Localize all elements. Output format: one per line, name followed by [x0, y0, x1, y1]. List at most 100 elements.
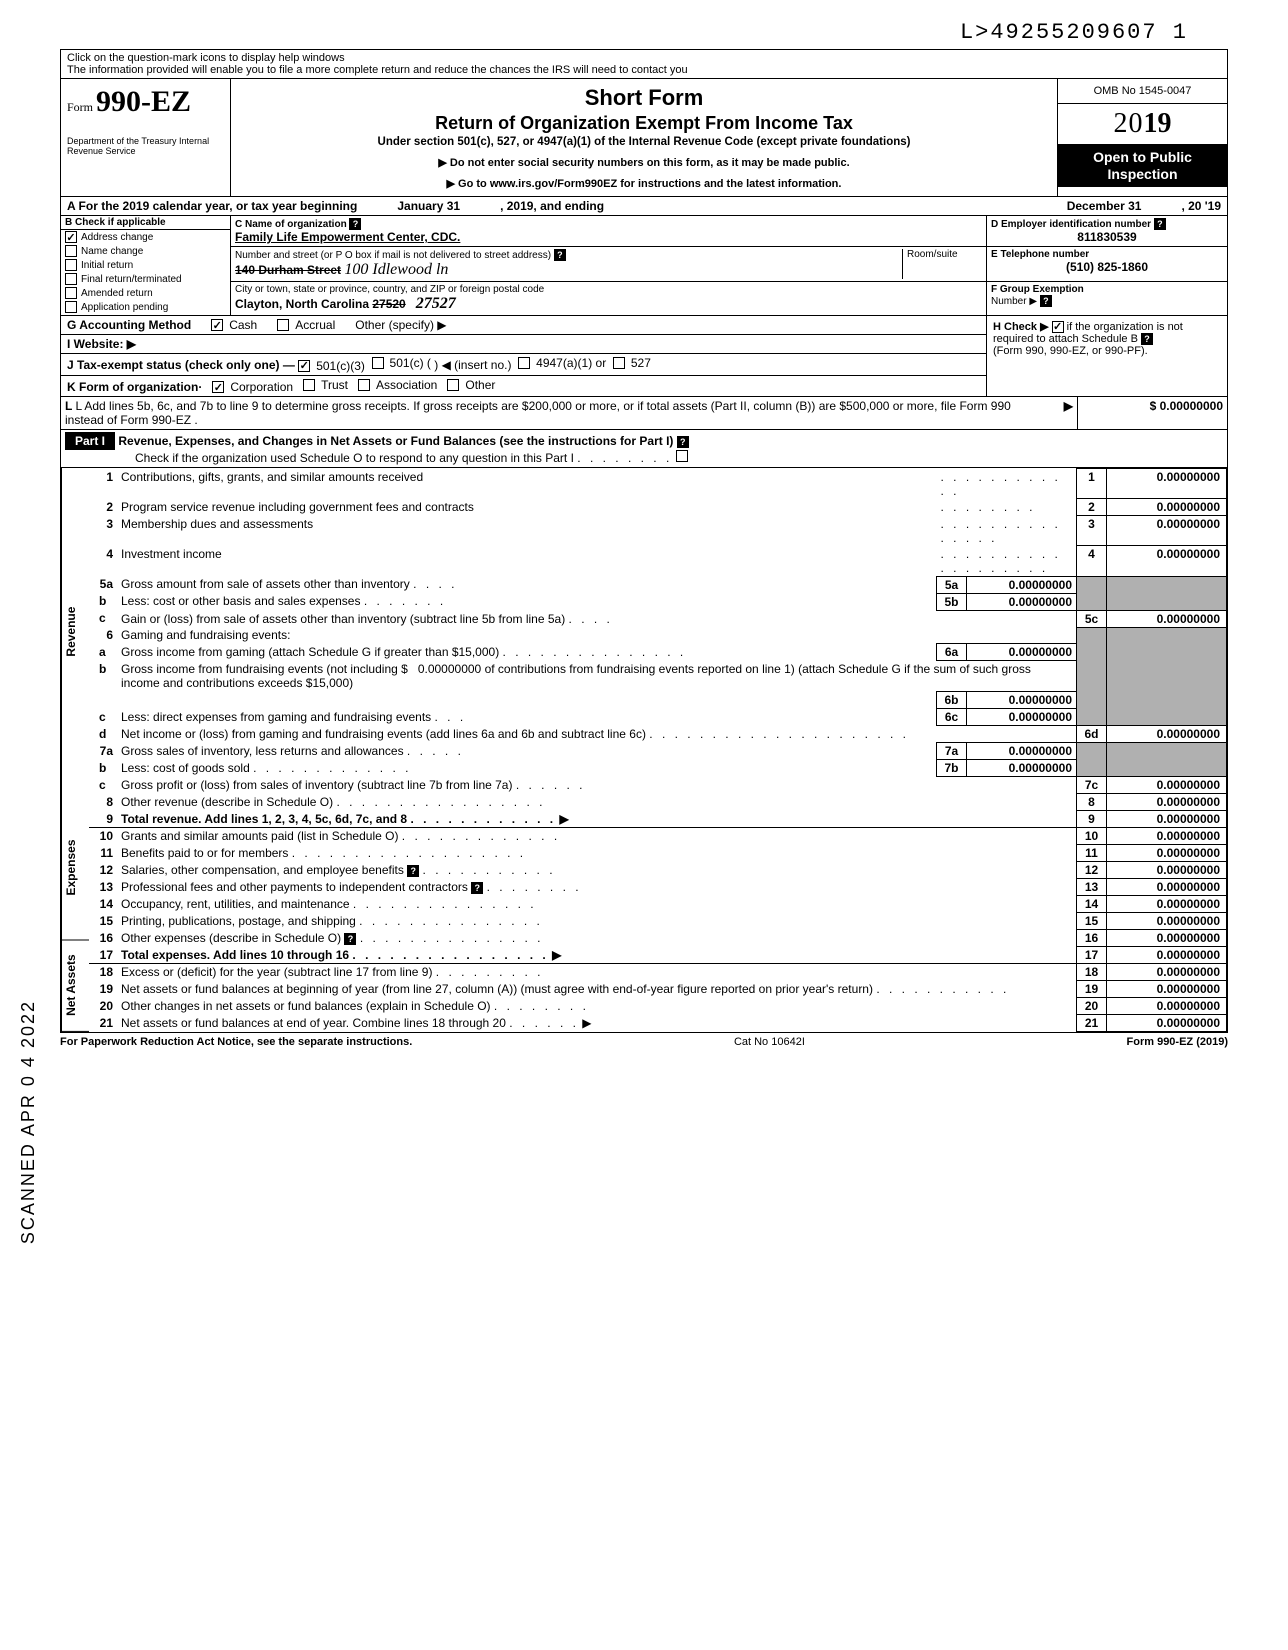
- e-label: E Telephone number: [991, 249, 1223, 260]
- line-20: 20Other changes in net assets or fund ba…: [89, 998, 1227, 1015]
- help-icon[interactable]: [349, 218, 361, 230]
- scanned-stamp: SCANNED APR 0 4 2022: [18, 1000, 39, 1244]
- line-12: 12Salaries, other compensation, and empl…: [89, 862, 1227, 879]
- part1-title: Revenue, Expenses, and Changes in Net As…: [118, 434, 673, 448]
- j-4947[interactable]: 4947(a)(1) or: [518, 356, 606, 370]
- form-container: Click on the question-mark icons to disp…: [60, 49, 1228, 1033]
- g-accrual[interactable]: Accrual: [277, 318, 335, 332]
- line-g: G Accounting Method Cash Accrual Other (…: [61, 316, 986, 335]
- line-9: 9Total revenue. Add lines 1, 2, 3, 4, 5c…: [89, 811, 1227, 828]
- line-5b: bLess: cost or other basis and sales exp…: [89, 593, 1227, 610]
- g-label: G Accounting Method: [67, 318, 191, 332]
- barcode-number: L>49255209607 1: [60, 20, 1188, 45]
- line-10: 10Grants and similar amounts paid (list …: [89, 828, 1227, 845]
- line-5c: cGain or (loss) from sale of assets othe…: [89, 610, 1227, 627]
- h-check[interactable]: [1052, 321, 1064, 333]
- check-pending[interactable]: Application pending: [61, 300, 230, 314]
- title-return: Return of Organization Exempt From Incom…: [239, 113, 1049, 134]
- j-527[interactable]: 527: [613, 356, 651, 370]
- check-name-change[interactable]: Name change: [61, 244, 230, 258]
- help-icon[interactable]: [471, 882, 483, 894]
- title-ssn: ▶ Do not enter social security numbers o…: [239, 156, 1049, 169]
- help-icon[interactable]: [344, 933, 356, 945]
- l-text: L Add lines 5b, 6c, and 7b to line 9 to …: [65, 399, 1011, 427]
- side-expenses: Expenses: [61, 796, 89, 941]
- header-left: Form 990-EZ Department of the Treasury I…: [61, 79, 231, 196]
- check-initial[interactable]: Initial return: [61, 258, 230, 272]
- footer-left: For Paperwork Reduction Act Notice, see …: [60, 1036, 412, 1048]
- form-header: Form 990-EZ Department of the Treasury I…: [61, 79, 1227, 197]
- line-7a: 7aGross sales of inventory, less returns…: [89, 743, 1227, 760]
- lines-block: Revenue Expenses Net Assets 1Contributio…: [61, 468, 1227, 1032]
- line-6b-box: 6b0.00000000: [89, 692, 1227, 709]
- org-info-block: B Check if applicable Address change Nam…: [61, 216, 1227, 316]
- j-501c3[interactable]: 501(c)(3): [298, 359, 365, 373]
- line-7b: bLess: cost of goods sold . . . . . . . …: [89, 760, 1227, 777]
- help-icon[interactable]: [1040, 295, 1052, 307]
- inspection-box: Open to Public Inspection: [1058, 145, 1227, 187]
- line-1: 1Contributions, gifts, grants, and simil…: [89, 469, 1227, 499]
- room-label: Room/suite: [902, 249, 982, 279]
- zip-strike: 27520: [372, 297, 405, 311]
- k-other[interactable]: Other: [447, 378, 495, 392]
- k-corp[interactable]: Corporation: [212, 380, 293, 394]
- side-revenue: Revenue: [61, 468, 89, 796]
- line-j: J Tax-exempt status (check only one) — 5…: [61, 354, 986, 376]
- line-6d: dNet income or (loss) from gaming and fu…: [89, 726, 1227, 743]
- j-501c[interactable]: 501(c) (: [372, 356, 431, 370]
- year-box: 2019: [1058, 104, 1227, 145]
- k-assoc[interactable]: Association: [358, 378, 437, 392]
- dept-label: Department of the Treasury Internal Reve…: [67, 137, 224, 157]
- section-b-header: B Check if applicable: [61, 216, 230, 230]
- check-amended[interactable]: Amended return: [61, 286, 230, 300]
- zip-hand: 27527: [416, 295, 456, 312]
- line-l: L L Add lines 5b, 6c, and 7b to line 9 t…: [61, 397, 1227, 430]
- line-i: I Website: ▶: [61, 335, 986, 354]
- form-number: Form 990-EZ: [67, 85, 224, 119]
- check-final[interactable]: Final return/terminated: [61, 272, 230, 286]
- part1-header: Part I Revenue, Expenses, and Changes in…: [61, 430, 1227, 468]
- line-11: 11Benefits paid to or for members . . . …: [89, 845, 1227, 862]
- org-name: Family Life Empowerment Center, CDC.: [235, 230, 982, 244]
- line-21: 21Net assets or fund balances at end of …: [89, 1015, 1227, 1032]
- cal-prefix: A For the 2019 calendar year, or tax yea…: [67, 199, 357, 213]
- cal-mid: , 2019, and ending: [500, 199, 604, 213]
- cal-end: December 31: [1067, 199, 1142, 213]
- addr-label: Number and street (or P O box if mail is…: [235, 249, 902, 261]
- inspection-l2: Inspection: [1060, 166, 1225, 183]
- addr-hand: 100 Idlewood ln: [344, 261, 448, 278]
- addr-strike: 140 Durham Street: [235, 263, 341, 277]
- section-h: H Check ▶ if the organization is not req…: [987, 316, 1227, 396]
- title-url: ▶ Go to www.irs.gov/Form990EZ for instru…: [239, 177, 1049, 190]
- line-2: 2Program service revenue including gover…: [89, 499, 1227, 516]
- footer-mid: Cat No 10642I: [734, 1036, 805, 1048]
- line-15: 15Printing, publications, postage, and s…: [89, 913, 1227, 930]
- c-label: C Name of organization: [235, 219, 347, 230]
- cal-begin: January 31: [397, 199, 460, 213]
- line-18: 18Excess or (deficit) for the year (subt…: [89, 964, 1227, 981]
- k-trust[interactable]: Trust: [303, 378, 348, 392]
- part1-sub: Check if the organization used Schedule …: [135, 451, 574, 465]
- help-icon[interactable]: [1141, 333, 1153, 345]
- line-3: 3Membership dues and assessments. . . . …: [89, 516, 1227, 546]
- check-address-change[interactable]: Address change: [61, 230, 230, 244]
- title-short-form: Short Form: [239, 85, 1049, 111]
- side-netassets: Net Assets: [61, 940, 89, 1032]
- cal-suffix: , 20 '19: [1181, 199, 1221, 213]
- ein-value: 811830539: [991, 230, 1223, 244]
- help-icon[interactable]: [677, 436, 689, 448]
- line-17: 17Total expenses. Add lines 10 through 1…: [89, 947, 1227, 964]
- year-bold: 19: [1144, 108, 1172, 139]
- line-7c: cGross profit or (loss) from sales of in…: [89, 777, 1227, 794]
- city-label: City or town, state or province, country…: [235, 284, 982, 295]
- help-icon[interactable]: [1154, 218, 1166, 230]
- line-5a: 5aGross amount from sale of assets other…: [89, 576, 1227, 593]
- g-cash[interactable]: Cash: [211, 318, 257, 332]
- help-icon[interactable]: [554, 249, 566, 261]
- part1-check[interactable]: [676, 450, 688, 462]
- inspection-l1: Open to Public: [1060, 149, 1225, 166]
- title-under: Under section 501(c), 527, or 4947(a)(1)…: [239, 136, 1049, 148]
- calendar-year-row: A For the 2019 calendar year, or tax yea…: [61, 197, 1227, 216]
- section-b: B Check if applicable Address change Nam…: [61, 216, 231, 315]
- help-icon[interactable]: [407, 865, 419, 877]
